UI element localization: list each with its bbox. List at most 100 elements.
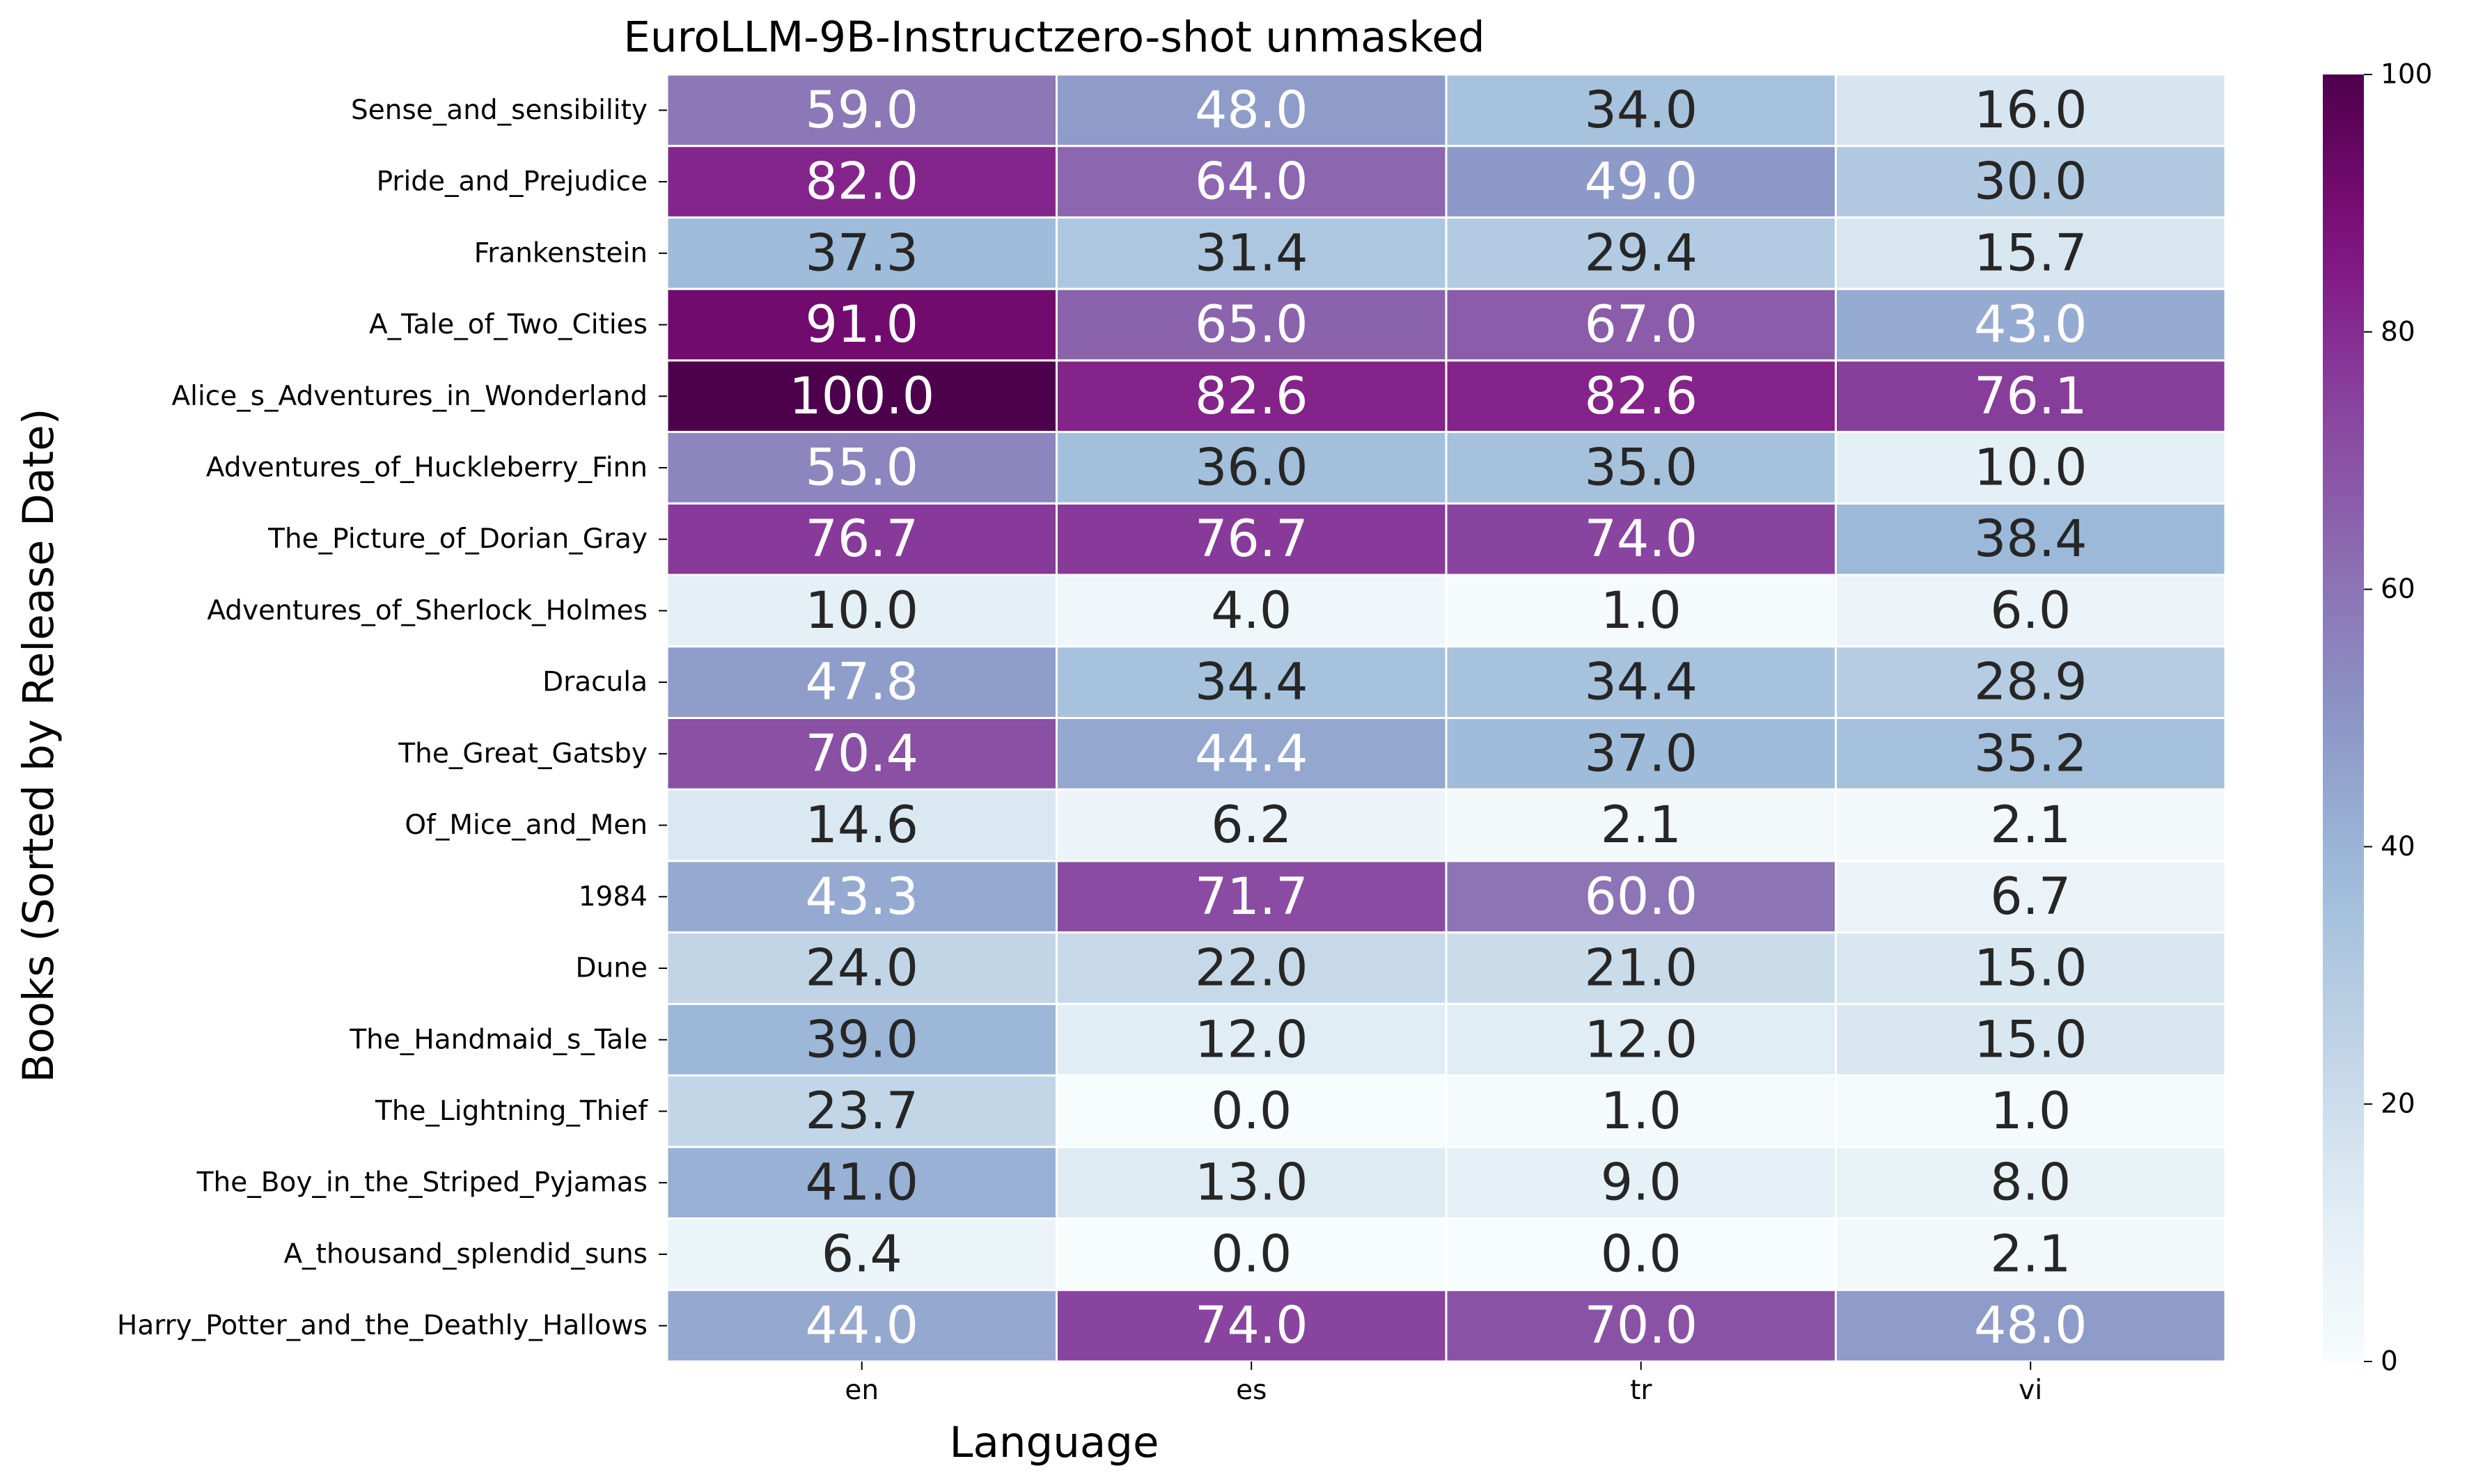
cell-sense-and-sensibility-en <box>666 73 1058 148</box>
cell-value-label: 14.6 <box>805 796 918 855</box>
x-tick-label: vi <box>2019 1375 2042 1406</box>
cell-value-label: 13.0 <box>1195 1153 1308 1213</box>
cell-pride-and-prejudice-es <box>1056 145 1448 219</box>
y-tick-label: Pride_and_Prejudice <box>377 166 648 198</box>
cell-value-label: 38.4 <box>1974 510 2087 569</box>
cell-dracula-vi <box>1835 645 2227 719</box>
cell-value-label: 8.0 <box>1990 1153 2071 1213</box>
cell-dune-vi <box>1835 931 2227 1005</box>
y-tick-label: A_thousand_splendid_suns <box>283 1238 648 1270</box>
cell-of-mice-and-men-tr <box>1445 788 1837 862</box>
chart-title: EuroLLM-9B-Instructzero-shot unmasked <box>623 13 1484 62</box>
y-tick-labels: Sense_and_sensibility Pride_and_Prejudice… <box>117 95 667 1341</box>
cell-the-great-gatsby-en <box>666 717 1058 791</box>
cell-value-label: 64.0 <box>1195 152 1308 212</box>
cell-dune-en <box>666 931 1058 1005</box>
cell-harry-potter-and-the-deathly-hallows-es <box>1056 1288 1448 1363</box>
cell-value-label: 82.6 <box>1584 367 1698 426</box>
cell-1984-tr <box>1445 860 1837 934</box>
cell-value-label: 10.0 <box>1974 438 2087 497</box>
cell-alice-s-adventures-in-wonderland-vi <box>1835 359 2227 434</box>
x-tick-label: es <box>1236 1375 1267 1406</box>
cell-1984-vi <box>1835 860 2227 934</box>
cell-value-label: 48.0 <box>1974 1296 2087 1355</box>
cell-value-label: 34.4 <box>1584 653 1698 712</box>
cell-the-picture-of-dorian-gray-tr <box>1445 502 1837 576</box>
cell-value-label: 9.0 <box>1601 1153 1682 1213</box>
colorbar-tick-label: 20 <box>2381 1089 2415 1120</box>
cell-1984-en <box>666 860 1058 934</box>
cell-value-label: 49.0 <box>1584 152 1698 212</box>
colorbar-tick-label: 0 <box>2381 1346 2398 1378</box>
cell-value-label: 15.7 <box>1974 223 2087 283</box>
cell-a-tale-of-two-cities-es <box>1056 287 1448 362</box>
y-tick-label: Of_Mice_and_Men <box>405 810 648 841</box>
cell-value-label: 76.7 <box>805 510 918 569</box>
cell-harry-potter-and-the-deathly-hallows-vi <box>1835 1288 2227 1363</box>
cell-adventures-of-sherlock-holmes-en <box>666 574 1058 648</box>
cell-of-mice-and-men-es <box>1056 788 1448 862</box>
cell-value-label: 71.7 <box>1195 867 1308 926</box>
cell-value-label: 1.0 <box>1601 1082 1682 1141</box>
x-tick-label: en <box>845 1375 879 1406</box>
cell-value-label: 76.1 <box>1974 367 2087 426</box>
cell-the-boy-in-the-striped-pyjamas-vi <box>1835 1146 2227 1220</box>
y-tick-label: A_Tale_of_Two_Cities <box>369 309 648 340</box>
cell-adventures-of-sherlock-holmes-tr <box>1445 574 1837 648</box>
cell-value-label: 41.0 <box>805 1153 918 1213</box>
cell-value-label: 37.3 <box>805 223 918 283</box>
cell-sense-and-sensibility-tr <box>1445 73 1837 148</box>
cell-value-label: 59.0 <box>805 81 918 140</box>
cell-value-label: 70.0 <box>1584 1296 1698 1355</box>
cell-of-mice-and-men-vi <box>1835 788 2227 862</box>
cell-value-label: 82.6 <box>1195 367 1308 426</box>
x-tick-label: tr <box>1630 1375 1652 1406</box>
cell-the-handmaid-s-tale-tr <box>1445 1002 1837 1077</box>
cell-value-label: 100.0 <box>789 367 934 426</box>
cell-value-label: 44.4 <box>1195 724 1308 783</box>
cell-a-tale-of-two-cities-vi <box>1835 287 2227 362</box>
cell-value-label: 15.0 <box>1974 1010 2087 1069</box>
cell-the-boy-in-the-striped-pyjamas-en <box>666 1146 1058 1220</box>
x-axis-label: Language <box>949 1418 1159 1467</box>
cell-the-handmaid-s-tale-vi <box>1835 1002 2227 1077</box>
colorbar <box>2323 74 2364 1361</box>
cell-frankenstein-vi <box>1835 216 2227 290</box>
cell-value-label: 21.0 <box>1584 939 1698 998</box>
cell-value-label: 0.0 <box>1601 1224 1682 1284</box>
y-tick-label: The_Boy_in_the_Striped_Pyjamas <box>196 1167 648 1199</box>
cell-value-label: 10.0 <box>805 581 918 640</box>
cell-value-label: 4.0 <box>1211 581 1292 640</box>
cell-value-label: 2.1 <box>1990 1224 2071 1284</box>
cell-value-label: 74.0 <box>1584 510 1698 569</box>
cell-value-label: 31.4 <box>1195 223 1308 283</box>
cell-value-label: 1.0 <box>1990 1082 2071 1141</box>
cell-value-label: 12.0 <box>1195 1010 1308 1069</box>
y-tick-label: Alice_s_Adventures_in_Wonderland <box>171 381 648 412</box>
cell-value-label: 76.7 <box>1195 510 1308 569</box>
cell-value-label: 91.0 <box>805 295 918 354</box>
cell-value-label: 23.7 <box>805 1082 918 1141</box>
y-tick-label: Harry_Potter_and_the_Deathly_Hallows <box>117 1310 648 1341</box>
cell-value-label: 65.0 <box>1195 295 1308 354</box>
cell-the-picture-of-dorian-gray-en <box>666 502 1058 576</box>
cell-value-label: 48.0 <box>1195 81 1308 140</box>
cell-value-label: 35.2 <box>1974 724 2087 783</box>
heatmap-cells: 59.0 48.0 34.0 16.0 82.0 64.0 49.0 30.0 37.3 31.4… <box>666 73 2227 1363</box>
cell-value-label: 6.4 <box>822 1224 902 1284</box>
y-tick-label: The_Picture_of_Dorian_Gray <box>267 523 648 555</box>
cell-value-label: 0.0 <box>1211 1224 1292 1284</box>
cell-value-label: 12.0 <box>1584 1010 1698 1069</box>
y-tick-label: The_Lightning_Thief <box>375 1096 648 1127</box>
cell-value-label: 0.0 <box>1211 1082 1292 1141</box>
cell-value-label: 15.0 <box>1974 939 2087 998</box>
y-tick-label: Adventures_of_Huckleberry_Finn <box>206 452 648 483</box>
y-tick-label: Frankenstein <box>474 237 648 269</box>
cell-1984-es <box>1056 860 1448 934</box>
cell-adventures-of-huckleberry-finn-tr <box>1445 431 1837 505</box>
cell-value-label: 43.3 <box>805 867 918 926</box>
cell-value-label: 67.0 <box>1584 295 1698 354</box>
cell-sense-and-sensibility-vi <box>1835 73 2227 148</box>
colorbar-tick-label: 40 <box>2381 831 2415 862</box>
